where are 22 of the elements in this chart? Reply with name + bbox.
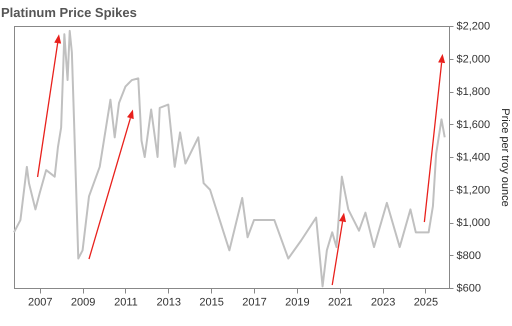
y-axis-title: Price per troy ounce bbox=[499, 108, 512, 207]
x-tick-label: 2023 bbox=[370, 296, 396, 308]
x-tick-label: 2011 bbox=[114, 296, 138, 308]
y-tick-label: $1,400 bbox=[456, 152, 490, 164]
x-tick-label: 2025 bbox=[414, 296, 438, 308]
y-tick-label: $1,600 bbox=[456, 118, 490, 131]
x-tick-label: 2019 bbox=[285, 296, 310, 308]
line-series bbox=[13, 30, 446, 288]
y-tick-label: $2,000 bbox=[456, 53, 490, 66]
chart-title: Platinum Price Spikes bbox=[1, 5, 137, 20]
y-tick-label: $1,000 bbox=[456, 217, 490, 229]
x-tick-label: 2013 bbox=[156, 296, 182, 308]
y-tick-label: $800 bbox=[456, 250, 481, 262]
x-tick-label: 2015 bbox=[199, 296, 224, 308]
x-tick-label: 2007 bbox=[28, 296, 52, 308]
y-tick-label: $600 bbox=[456, 282, 481, 294]
y-tick-label: $2,200 bbox=[456, 20, 490, 32]
y-tick-label: $1,200 bbox=[456, 184, 490, 196]
x-tick-label: 2009 bbox=[70, 296, 96, 308]
x-tick-label: 2021 bbox=[328, 296, 352, 308]
y-tick-label: $1,800 bbox=[456, 86, 490, 98]
x-tick-label: 2017 bbox=[242, 296, 267, 308]
